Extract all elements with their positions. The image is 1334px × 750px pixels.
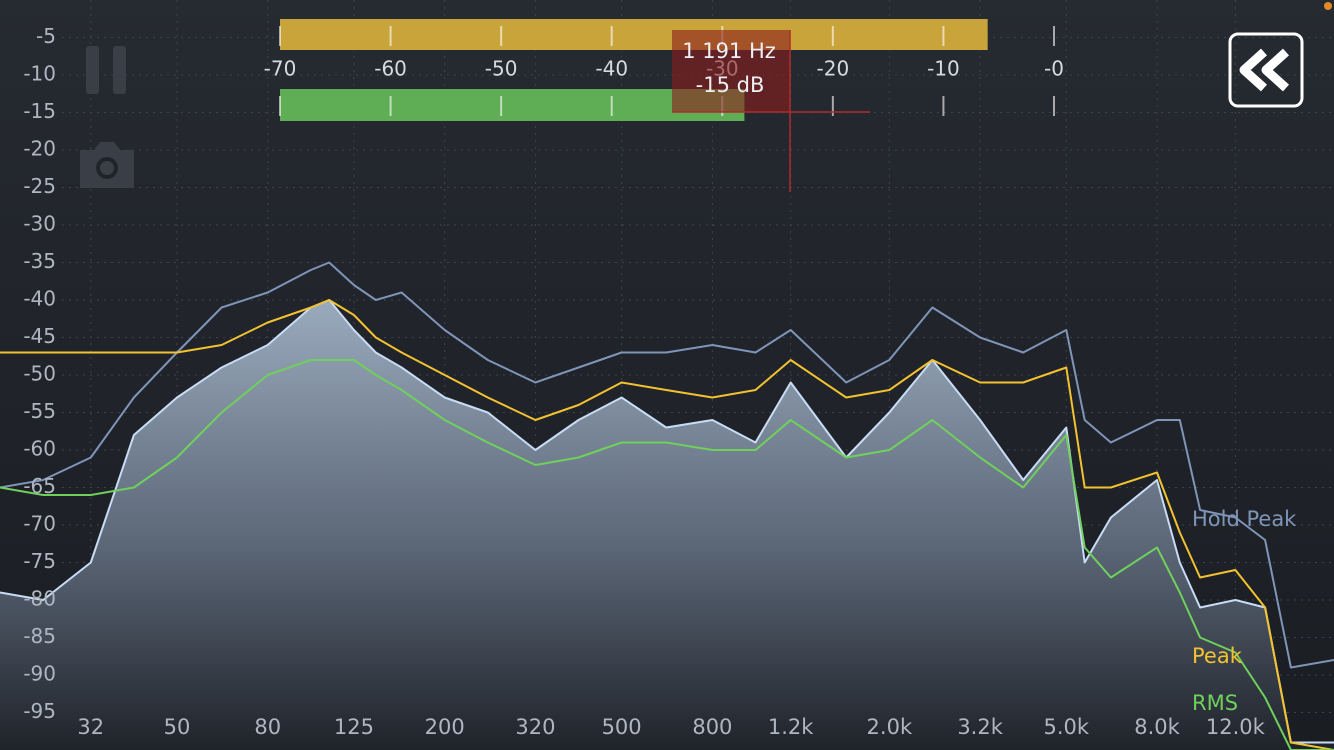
y-tick-label: -70: [23, 512, 56, 536]
level-meter: -70-60-50-40-30-20-10-0: [264, 19, 1064, 121]
back-button[interactable]: [1228, 32, 1304, 108]
meter-tick-label: -40: [595, 57, 628, 81]
y-tick-label: -45: [23, 324, 56, 348]
x-tick-label: 50: [164, 715, 191, 739]
x-tick-label: 5.0k: [1044, 715, 1090, 739]
meter-tick-label: -50: [485, 57, 518, 81]
camera-lens-inner: [100, 161, 114, 175]
x-tick-label: 80: [254, 715, 281, 739]
meter-tick-label: -10: [927, 57, 960, 81]
y-tick-label: -75: [23, 549, 56, 573]
x-tick-label: 1.2k: [768, 715, 814, 739]
meter-tick-label: -20: [817, 57, 850, 81]
y-tick-label: -60: [23, 437, 56, 461]
x-tick-label: 32: [77, 715, 104, 739]
x-tick-label: 200: [425, 715, 465, 739]
y-tick-label: -5: [36, 24, 56, 48]
x-tick-label: 125: [334, 715, 374, 739]
x-tick-label: 3.2k: [957, 715, 1003, 739]
legend-entry: Peak: [1192, 644, 1243, 668]
x-tick-label: 500: [602, 715, 642, 739]
y-tick-label: -15: [23, 99, 56, 123]
cursor: 1 191 Hz -15 dB: [672, 30, 870, 192]
x-tick-label: 8.0k: [1134, 715, 1180, 739]
plot: [0, 261, 1334, 750]
series-line: [0, 299, 1334, 750]
y-tick-label: -80: [23, 587, 56, 611]
cursor-level: -15 dB: [696, 73, 765, 97]
legend-entry: RMS: [1192, 691, 1238, 715]
pause-button[interactable]: [86, 46, 126, 94]
spectrum-area: [0, 300, 1334, 750]
y-tick-label: -55: [23, 399, 56, 423]
back-frame: [1228, 32, 1304, 108]
x-tick-label: 320: [515, 715, 555, 739]
peak-meter-bar: [280, 19, 988, 50]
y-tick-label: -30: [23, 212, 56, 236]
meter-tick-label: -70: [264, 57, 297, 81]
pause-bar: [86, 46, 99, 94]
rms-meter-bar: [280, 89, 745, 121]
y-tick-label: -95: [23, 699, 56, 723]
cursor-frequency: 1 191 Hz: [682, 39, 776, 63]
camera-button[interactable]: [80, 142, 134, 188]
cursor-box: [672, 30, 790, 112]
chevron: [1239, 48, 1268, 92]
y-tick-label: -35: [23, 249, 56, 273]
pause-bar: [113, 46, 126, 94]
meter-tick-label: -0: [1044, 57, 1064, 81]
y-tick-label: -50: [23, 362, 56, 386]
y-tick-label: -20: [23, 137, 56, 161]
x-tick-label: 800: [692, 715, 732, 739]
y-tick-label: -65: [23, 474, 56, 498]
x-tick-label: 12.0k: [1206, 715, 1266, 739]
labels: -5 -10 -15 -20 -25 -30 -35 -40 -45 -50 -55 -60 -65 -7…: [23, 24, 1297, 739]
legend-entry: Hold Peak: [1192, 507, 1297, 531]
spectrum-line: [0, 299, 1334, 744]
x-tick-label: 2.0k: [867, 715, 913, 739]
series-line: [0, 261, 1334, 669]
y-tick-label: -40: [23, 287, 56, 311]
y-tick-label: -10: [23, 62, 56, 86]
status-dot: [1324, 2, 1332, 10]
y-tick-label: -90: [23, 662, 56, 686]
chevron: [1261, 48, 1290, 92]
y-tick-label: -85: [23, 624, 56, 648]
y-tick-label: -25: [23, 174, 56, 198]
series-line: [0, 359, 1334, 750]
meter-tick-label: -60: [374, 57, 407, 81]
